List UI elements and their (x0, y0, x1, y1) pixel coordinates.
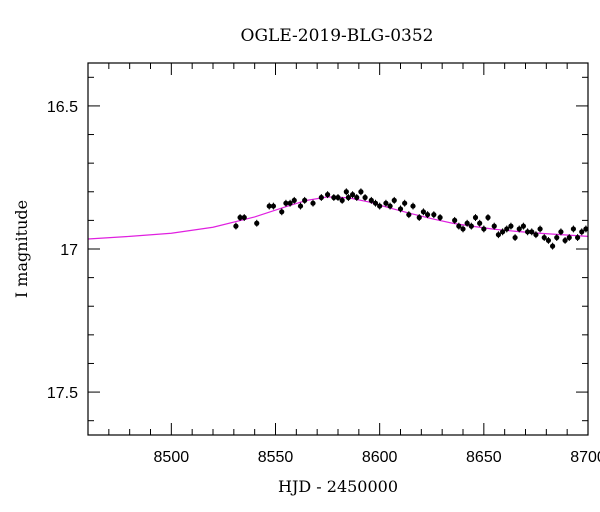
data-point (297, 203, 304, 209)
data-point (354, 194, 360, 201)
data-point (420, 209, 427, 215)
data-point (558, 229, 564, 235)
y-tick-label: 16.5 (47, 99, 78, 116)
data-point (362, 194, 368, 201)
data-point (579, 229, 585, 235)
data-point (583, 226, 589, 232)
data-point (541, 234, 547, 241)
data-point (391, 197, 397, 203)
data-point (410, 203, 416, 209)
data-point (570, 226, 577, 232)
data-point (335, 194, 341, 201)
data-point (554, 234, 560, 241)
data-point (516, 226, 522, 232)
data-point (283, 200, 289, 206)
plot-frame (87, 62, 589, 436)
data-point (368, 197, 374, 203)
data-point (349, 192, 356, 198)
data-point (504, 226, 510, 232)
x-tick-label: 8550 (258, 449, 294, 466)
x-tick-label: 8500 (154, 449, 190, 466)
model-curve-layer (87, 196, 589, 240)
data-point (358, 189, 364, 195)
data-point (491, 223, 497, 229)
data-point (318, 194, 324, 201)
data-point (545, 237, 552, 244)
data-point (485, 214, 491, 221)
data-point (472, 214, 479, 221)
data-points-layer (233, 188, 589, 250)
data-point (424, 212, 431, 218)
data-point (397, 206, 404, 212)
y-axis-label: I magnitude (12, 200, 31, 298)
data-point (266, 203, 272, 209)
x-tick-label: 8600 (362, 449, 398, 466)
data-point (529, 229, 535, 235)
data-point (508, 223, 514, 229)
x-axis-label: HJD - 2450000 (278, 477, 398, 496)
data-point (287, 200, 293, 206)
data-point (477, 220, 483, 226)
data-point (437, 214, 443, 221)
data-point (372, 200, 379, 206)
x-tick-label: 8650 (466, 449, 502, 466)
data-point (254, 220, 260, 226)
data-point (533, 232, 539, 238)
x-tick-labels: 8500 8550 8600 8650 8700 (154, 449, 600, 466)
data-point (481, 226, 487, 232)
data-point (343, 189, 349, 195)
data-point (464, 220, 470, 226)
data-point (406, 212, 412, 218)
data-point (291, 197, 297, 203)
data-point (431, 212, 437, 218)
data-point (520, 223, 527, 229)
data-point (468, 223, 474, 229)
data-point (460, 226, 466, 232)
data-point (549, 243, 556, 249)
data-point (387, 203, 393, 209)
data-point (456, 223, 462, 229)
data-point (237, 214, 243, 221)
model-curve (87, 196, 589, 240)
data-point (566, 234, 572, 241)
data-point (233, 223, 239, 229)
data-point (537, 226, 543, 232)
data-point (270, 203, 277, 209)
chart-title: OGLE-2019-BLG-0352 (241, 26, 434, 46)
data-point (331, 194, 337, 201)
data-point (310, 200, 316, 206)
data-point (416, 214, 422, 221)
data-point (241, 214, 247, 221)
data-point (302, 197, 308, 203)
y-tick-label: 17.5 (47, 385, 78, 402)
y-tick-labels: 16.5 17 17.5 (47, 99, 78, 402)
data-point (339, 197, 345, 203)
data-point (574, 234, 581, 241)
data-point (562, 237, 568, 244)
data-point (524, 229, 531, 235)
data-point (452, 217, 458, 223)
data-point (512, 234, 518, 241)
data-point (495, 232, 502, 238)
data-point (402, 200, 408, 206)
data-point (345, 194, 352, 201)
tick-marks (87, 63, 589, 435)
data-point (383, 200, 389, 206)
data-point (324, 192, 331, 198)
data-point (377, 203, 383, 209)
x-tick-label: 8700 (570, 449, 600, 466)
y-tick-label: 17 (60, 242, 78, 259)
data-point (499, 229, 506, 235)
data-point (279, 209, 285, 215)
